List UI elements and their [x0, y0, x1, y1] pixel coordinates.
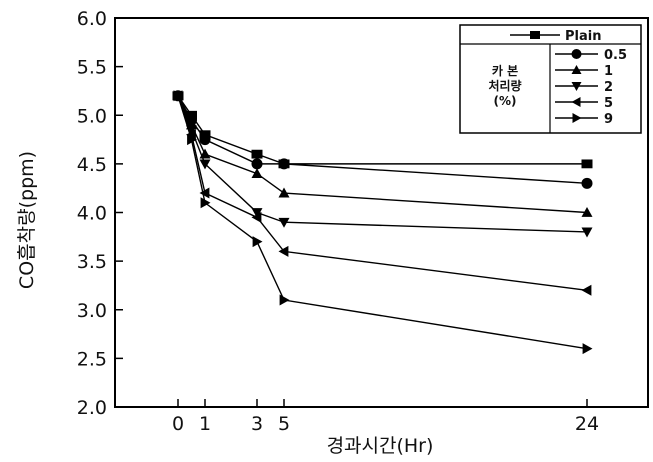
data-point [581, 207, 593, 217]
legend-item-5: 5 [555, 96, 613, 111]
data-point [251, 149, 263, 159]
legend-marker [571, 97, 581, 107]
y-tick-label: 2.0 [77, 397, 107, 419]
legend-item-9: 9 [555, 112, 613, 127]
series-line [177, 95, 588, 214]
series-line [177, 95, 588, 233]
y-tick-label: 3.5 [77, 251, 107, 273]
legend-item-2: 2 [555, 80, 613, 95]
legend-item-0.5: 0.5 [555, 48, 627, 63]
x-tick-label: 5 [278, 413, 290, 435]
x-axis-ticks: 0 1 3 5 24 [172, 399, 599, 435]
data-point [278, 187, 290, 198]
data-point [582, 343, 593, 355]
legend-label: 2 [604, 80, 613, 95]
legend-label: 5 [604, 96, 613, 111]
data-point [199, 134, 211, 146]
data-point [200, 197, 211, 209]
data-point [186, 129, 196, 141]
y-axis-ticks: 2.0 2.5 3.0 3.5 4.0 4.5 5.0 5.5 6.0 [77, 8, 123, 419]
data-point [199, 159, 211, 170]
legend-group-label-1: 카 본 [492, 63, 518, 78]
legend-marker [571, 49, 582, 59]
legend-marker [572, 113, 582, 123]
series-9 [173, 90, 593, 355]
data-point [581, 159, 593, 169]
data-point [581, 284, 592, 296]
legend-marker [571, 82, 582, 91]
x-tick-label: 0 [172, 413, 184, 435]
y-tick-label: 2.5 [77, 348, 107, 370]
data-point [251, 168, 263, 178]
y-tick-label: 4.0 [77, 203, 107, 225]
x-axis-title: 경과시간(Hr) [327, 435, 434, 457]
legend-item-Plain: Plain [510, 29, 601, 44]
legend-label: 1 [604, 64, 613, 79]
series-line [177, 95, 588, 350]
data-point [278, 158, 290, 170]
data-point [581, 227, 593, 238]
data-point [279, 294, 290, 306]
data-point [173, 90, 184, 102]
x-tick-label: 1 [199, 413, 211, 435]
y-axis-title: CO흡착량(ppm) [16, 151, 38, 289]
y-tick-label: 5.0 [77, 105, 107, 127]
legend-group-label-3: (%) [494, 94, 517, 108]
x-tick-label: 24 [575, 413, 599, 435]
data-point [581, 177, 593, 189]
data-point [278, 217, 290, 228]
legend-marker [571, 65, 582, 74]
series-layer [172, 90, 593, 355]
data-point [278, 245, 289, 257]
y-tick-label: 3.0 [77, 300, 107, 322]
legend-group-label-2: 처리량 [488, 78, 521, 93]
x-tick-label: 3 [251, 413, 263, 435]
y-tick-label: 4.5 [77, 154, 107, 176]
data-point [251, 158, 263, 170]
data-point [187, 134, 197, 146]
data-point [252, 236, 263, 248]
series-5 [172, 90, 592, 296]
legend-marker [530, 31, 540, 39]
data-point [199, 187, 210, 199]
legend-label: 9 [604, 112, 613, 127]
legend-label: Plain [565, 29, 601, 44]
data-point [251, 211, 262, 223]
legend-item-1: 1 [555, 64, 613, 79]
legend-label: 0.5 [604, 48, 627, 63]
y-tick-label: 6.0 [77, 8, 107, 30]
data-point [251, 208, 263, 218]
series-line [177, 95, 588, 291]
y-tick-label: 5.5 [77, 57, 107, 79]
